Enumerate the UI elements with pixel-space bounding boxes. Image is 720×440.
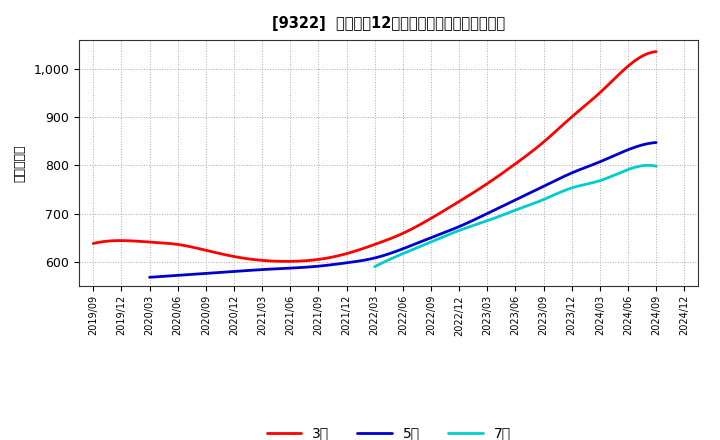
7年	[370, 264, 379, 269]
7年	[652, 164, 660, 169]
3年	[395, 232, 403, 238]
Line: 7年: 7年	[374, 165, 656, 267]
5年	[419, 238, 428, 243]
7年	[538, 198, 546, 203]
5年	[386, 251, 395, 256]
3年	[357, 246, 366, 252]
3年	[639, 53, 648, 58]
Y-axis label: （百万円）: （百万円）	[14, 144, 27, 182]
5年	[145, 275, 154, 280]
5年	[447, 227, 456, 232]
3年	[652, 49, 660, 54]
Line: 5年: 5年	[150, 143, 656, 277]
7年	[646, 163, 654, 168]
7年	[523, 203, 531, 209]
7年	[601, 176, 610, 181]
Legend: 3年, 5年, 7年: 3年, 5年, 7年	[261, 421, 516, 440]
3年	[552, 128, 560, 134]
7年	[644, 163, 652, 168]
7年	[504, 210, 513, 216]
5年	[389, 250, 397, 255]
3年	[282, 259, 290, 264]
3年	[425, 216, 433, 222]
5年	[652, 140, 660, 145]
3年	[361, 245, 369, 250]
3年	[89, 241, 98, 246]
5年	[560, 173, 569, 179]
7年	[505, 209, 514, 215]
Line: 3年: 3年	[94, 51, 656, 261]
5年	[639, 142, 648, 147]
Title: [9322]  経常利益12か月移動合計の平均値の推移: [9322] 経常利益12か月移動合計の平均値の推移	[272, 16, 505, 32]
